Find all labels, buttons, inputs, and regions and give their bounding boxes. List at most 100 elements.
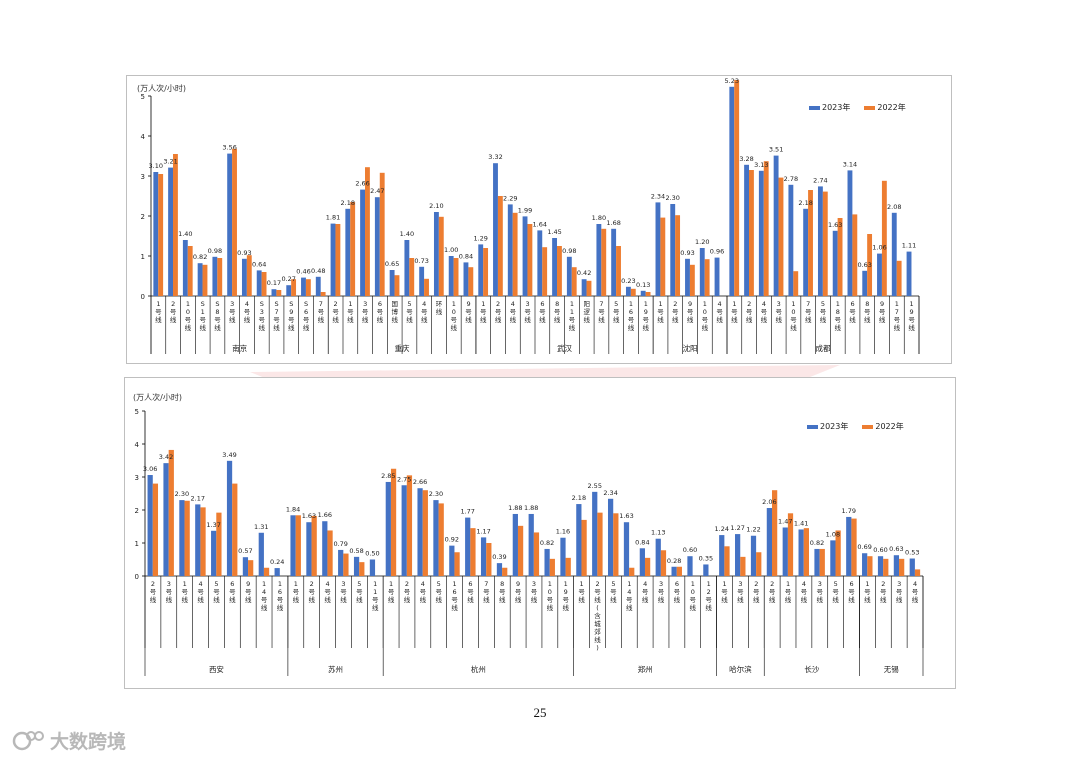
category-label: 5 号线 — [613, 300, 620, 324]
category-label: 7 号线 — [483, 580, 490, 604]
bar-2023 — [670, 204, 676, 296]
category-label: 1 号线 — [181, 580, 188, 604]
data-label: 0.63 — [889, 545, 903, 553]
category-label: 1 6 号线 — [451, 580, 458, 612]
bar-2022 — [756, 552, 762, 576]
data-label: 1.88 — [524, 504, 538, 512]
category-label: 2 号线 — [753, 580, 760, 604]
bar-2023 — [714, 257, 720, 296]
category-label: 2 号线 — [746, 300, 753, 324]
data-label: 1.66 — [318, 511, 332, 519]
y-tick-label: 3 — [141, 173, 145, 181]
category-label: 1 号线 — [293, 580, 300, 604]
bar-2022 — [778, 177, 784, 296]
bar-2023 — [512, 513, 518, 576]
group-label: 郑州 — [638, 664, 653, 674]
bar-2023 — [306, 522, 312, 576]
category-label: 3 号线 — [817, 580, 824, 604]
bar-2022 — [184, 500, 190, 576]
bar-2022 — [248, 560, 254, 576]
bar-2022 — [581, 519, 587, 576]
category-label: 9 号线 — [515, 580, 522, 604]
category-label: 6 号线 — [539, 300, 546, 324]
category-label: S 3 号线 — [259, 300, 266, 332]
data-label: 2.08 — [887, 203, 901, 211]
bar-2022 — [468, 267, 474, 296]
chart-panel-2: (万人次/小时) 2023年 2022年 0 1 2 3 4 5 3.06 2 号线 3.42 3 号… — [124, 377, 956, 689]
data-label: 1.17 — [476, 527, 490, 535]
data-label: 0.84 — [635, 538, 649, 546]
legend-swatch-2023 — [807, 424, 818, 429]
bar-2023 — [315, 276, 321, 296]
category-label: 2 号线(含城郊线) — [594, 580, 601, 652]
y-tick-label: 1 — [135, 540, 139, 548]
bar-2023 — [862, 553, 868, 576]
bar-2023 — [401, 485, 407, 576]
bar-2023 — [566, 256, 572, 296]
bar-2023 — [592, 491, 598, 576]
data-label: 0.42 — [577, 269, 591, 277]
bar-2022 — [517, 525, 524, 576]
category-label: 4 号线 — [244, 300, 251, 324]
data-label: 2.47 — [370, 187, 384, 195]
bar-2023 — [433, 212, 439, 296]
bar-2023 — [374, 197, 380, 296]
bar-2022 — [644, 557, 651, 576]
bar-2022 — [675, 215, 681, 296]
category-label: 7 号线 — [805, 300, 812, 324]
data-label: 1.81 — [326, 214, 340, 222]
category-label: 1 号线 — [731, 300, 738, 324]
group-label: 成都 — [816, 343, 831, 353]
data-label: 0.93 — [237, 249, 251, 257]
bar-2023 — [560, 537, 566, 576]
group-label: 南京 — [232, 343, 247, 353]
bar-2023 — [607, 498, 614, 576]
data-label: 0.63 — [857, 261, 871, 269]
bar-2023 — [640, 290, 646, 296]
category-label: S 9 号线 — [288, 300, 295, 332]
bar-2023 — [576, 504, 582, 576]
data-label: 1.16 — [556, 528, 570, 536]
bar-2022 — [261, 272, 267, 296]
bar-2023 — [877, 253, 882, 296]
data-label: 1.20 — [695, 238, 709, 246]
category-label: 7 号线 — [598, 300, 605, 324]
bar-2022 — [295, 515, 301, 576]
data-label: 1.37 — [206, 521, 220, 529]
category-label: 3 号线 — [524, 300, 531, 324]
category-label: 环线 — [436, 300, 443, 316]
bar-2022 — [409, 258, 415, 296]
category-label: 3 号线 — [229, 300, 236, 324]
bar-2023 — [877, 556, 884, 576]
bar-2022 — [187, 246, 193, 296]
category-label: 4 号线 — [761, 300, 768, 324]
bar-2022 — [263, 567, 270, 576]
category-label: 2 号线 — [170, 300, 177, 324]
data-label: 0.92 — [445, 536, 459, 544]
bar-2022 — [390, 468, 397, 576]
bar-2023 — [909, 558, 915, 576]
chart-2-svg: 0 1 2 3 4 5 3.06 2 号线 3.42 3 号线 2.30 1 号线 2.17 4 号线 1.37 5 号… — [135, 408, 924, 676]
bar-2023 — [750, 535, 757, 576]
data-label: 2.30 — [175, 490, 189, 498]
bar-2023 — [360, 189, 366, 296]
data-label: 1.63 — [302, 512, 316, 520]
category-label: 阳逻线 — [583, 299, 590, 324]
chart-legend: 2023年 2022年 — [809, 102, 906, 113]
bar-2022 — [152, 483, 159, 576]
bar-2022 — [406, 475, 413, 576]
bar-2022 — [629, 567, 635, 576]
bar-2023 — [153, 172, 159, 296]
category-label: 6 号线 — [467, 580, 474, 604]
bar-2023 — [290, 515, 296, 576]
bar-2022 — [549, 558, 555, 576]
group-label: 沈阳 — [683, 343, 698, 353]
bar-2023 — [448, 256, 454, 296]
bar-2023 — [830, 540, 836, 576]
bar-2022 — [852, 214, 858, 296]
bar-2023 — [195, 504, 201, 576]
bar-2023 — [480, 537, 487, 576]
data-label: 1.31 — [254, 523, 268, 531]
bar-2022 — [724, 546, 730, 576]
data-label: 0.82 — [810, 539, 824, 547]
